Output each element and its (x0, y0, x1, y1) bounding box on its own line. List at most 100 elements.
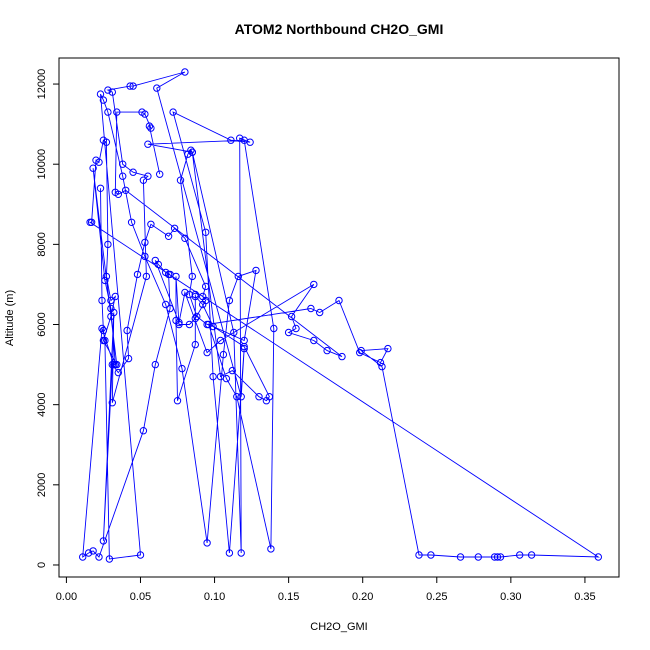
data-point (111, 188, 120, 197)
data-point (127, 218, 136, 227)
data-point (169, 108, 177, 116)
data-point (246, 138, 254, 146)
data-point (338, 352, 346, 361)
data-point (156, 170, 164, 178)
data-point (166, 304, 174, 313)
data-point (496, 553, 505, 561)
data-point (147, 124, 155, 132)
data-point (310, 280, 318, 289)
data-point (123, 326, 131, 335)
data-point (230, 328, 238, 337)
data-point (87, 218, 96, 227)
data-point (96, 184, 105, 193)
data-point (193, 312, 201, 321)
data-point (287, 312, 296, 321)
data-point (181, 288, 189, 297)
x-tick-label: 0.35 (574, 591, 595, 603)
data-point (240, 342, 248, 351)
data-point (153, 84, 161, 92)
y-tick-label: 0 (36, 562, 48, 568)
data-point (176, 176, 185, 184)
y-tick-label: 2000 (36, 473, 48, 497)
x-axis: 0.00 0.05 0.10 0.15 0.20 0.25 0.30 0.35 (56, 576, 596, 603)
data-point (376, 358, 385, 367)
data-point (129, 82, 137, 90)
data-point (185, 290, 194, 299)
data-point (144, 140, 152, 148)
y-tick-label: 6000 (36, 312, 48, 336)
data-point (237, 393, 245, 401)
data-point (107, 296, 115, 305)
data-point (173, 397, 182, 405)
y-axis-title: Altitude (m) (4, 290, 16, 346)
data-point (178, 364, 186, 373)
data-point (104, 108, 112, 116)
data-point (209, 372, 217, 381)
data-point (594, 553, 602, 561)
data-point (129, 168, 137, 176)
data-point (141, 110, 149, 118)
data-point (216, 336, 225, 345)
data-point (216, 372, 225, 381)
data-point (133, 270, 142, 279)
data-point (99, 537, 108, 545)
x-tick-label: 0.20 (352, 591, 373, 603)
data-point (191, 340, 200, 349)
data-point (516, 551, 524, 559)
data-point (79, 553, 87, 561)
data-point (139, 427, 148, 435)
data-point (456, 553, 465, 561)
data-point (147, 220, 155, 229)
data-point (136, 551, 145, 559)
data-point (240, 344, 248, 353)
data-point (170, 224, 179, 233)
data-point (227, 136, 235, 144)
data-point (144, 172, 152, 180)
data-point (96, 90, 105, 98)
data-point (98, 324, 106, 333)
y-axis: 0 2000 4000 6000 8000 10000 12000 (36, 69, 60, 568)
data-point (527, 551, 536, 559)
y-tick-label: 4000 (36, 392, 48, 416)
data-point (104, 240, 112, 249)
data-point (101, 276, 109, 285)
data-point (228, 366, 237, 375)
data-point (415, 551, 423, 559)
data-point (119, 172, 127, 180)
data-point (316, 308, 324, 317)
x-tick-label: 0.00 (56, 591, 77, 603)
data-point (252, 266, 260, 275)
data-point (384, 344, 392, 353)
data-point (310, 336, 318, 345)
data-point (99, 326, 108, 335)
data-point (105, 555, 114, 563)
data-point (122, 186, 130, 195)
x-tick-label: 0.30 (500, 591, 521, 603)
data-point (141, 252, 149, 261)
y-tick-label: 8000 (36, 232, 48, 256)
y-tick-label: 10000 (36, 149, 48, 180)
data-point (181, 68, 189, 76)
plot-series-layer (79, 68, 602, 563)
x-tick-label: 0.25 (426, 591, 447, 603)
data-point (335, 296, 343, 305)
data-point (493, 553, 502, 561)
data-point (237, 549, 245, 557)
data-point (225, 549, 234, 557)
data-point (175, 318, 183, 327)
data-point (84, 549, 93, 557)
data-point (142, 272, 151, 281)
data-point (219, 350, 228, 359)
data-point (126, 82, 134, 90)
data-point (99, 96, 108, 104)
data-point (114, 368, 123, 377)
data-point (357, 346, 365, 355)
x-tick-label: 0.05 (130, 591, 151, 603)
data-point (141, 238, 149, 247)
data-point (203, 320, 211, 329)
data-point (225, 296, 234, 305)
data-point (102, 138, 111, 146)
data-point (166, 270, 174, 279)
data-point (270, 324, 278, 333)
